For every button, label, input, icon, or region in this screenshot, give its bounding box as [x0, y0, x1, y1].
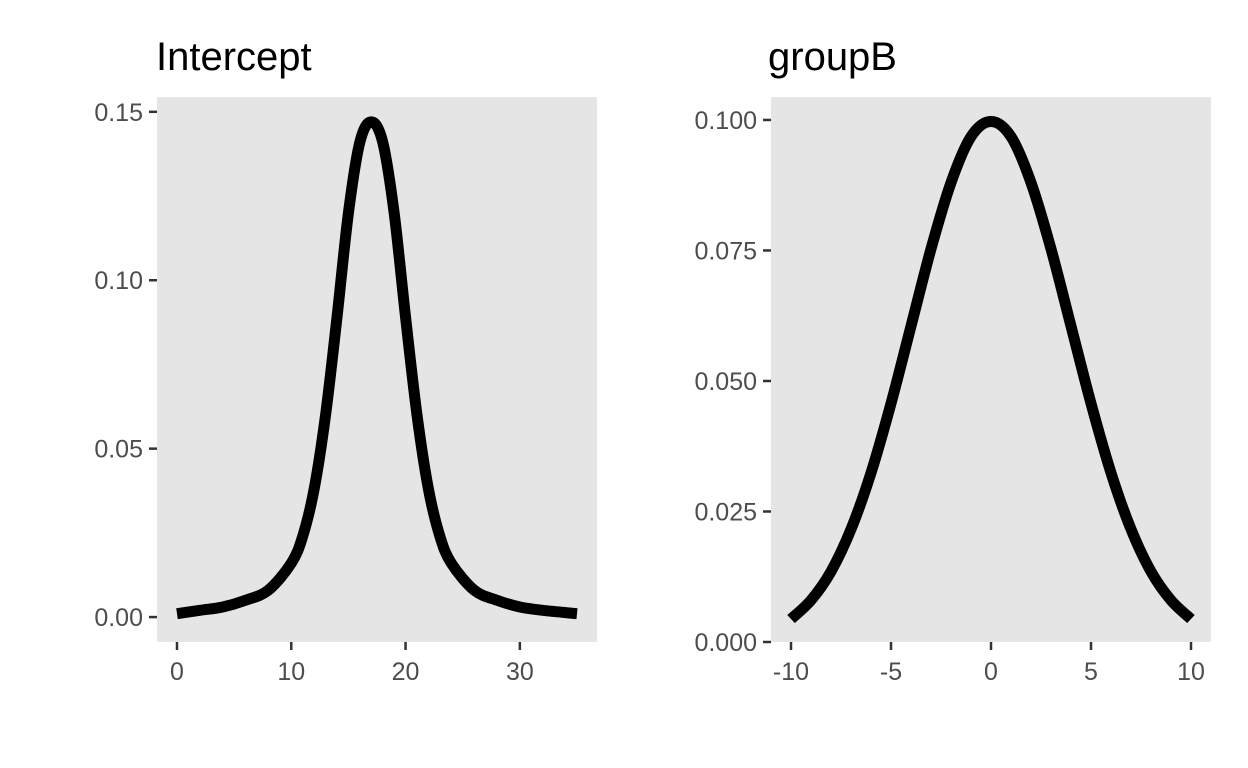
x-tick-label: -10 [773, 658, 809, 686]
x-tick-label: 10 [1177, 658, 1205, 686]
density-curve-intercept [176, 116, 578, 620]
y-tick-label: 0.025 [694, 498, 757, 526]
y-tick-label: 0.00 [94, 604, 143, 632]
density-curve-groupb [787, 116, 1195, 624]
y-tick-label: 0.000 [694, 629, 757, 657]
panel-groupb: groupB 0.000 0.025 0.050 0.075 0.100 -10 -5 0 5 1… [694, 35, 1211, 686]
y-tick-label: 0.15 [94, 99, 143, 127]
y-tick-label: 0.100 [694, 107, 757, 135]
x-tick-label: 20 [392, 658, 420, 686]
panel-title-groupb: groupB [768, 35, 897, 79]
panel-background-intercept [157, 97, 597, 642]
x-tick-label: 0 [170, 658, 184, 686]
y-tick-label: 0.05 [94, 436, 143, 464]
y-tick-label: 0.075 [694, 237, 757, 265]
panel-title-intercept: Intercept [156, 35, 312, 79]
x-tick-label: 5 [1084, 658, 1098, 686]
x-tick-label: 0 [984, 658, 998, 686]
y-tick-label: 0.050 [694, 368, 757, 396]
x-tick-label: 30 [506, 658, 534, 686]
panel-intercept: Intercept 0.00 0.05 0.10 0.15 0 10 20 30 [94, 35, 597, 686]
x-tick-label: 10 [277, 658, 305, 686]
axes-intercept: 0.00 0.05 0.10 0.15 0 10 20 30 [94, 99, 533, 686]
axes-groupb: 0.000 0.025 0.050 0.075 0.100 -10 -5 0 5 10 [694, 107, 1204, 686]
y-tick-label: 0.10 [94, 267, 143, 295]
x-tick-label: -5 [880, 658, 902, 686]
